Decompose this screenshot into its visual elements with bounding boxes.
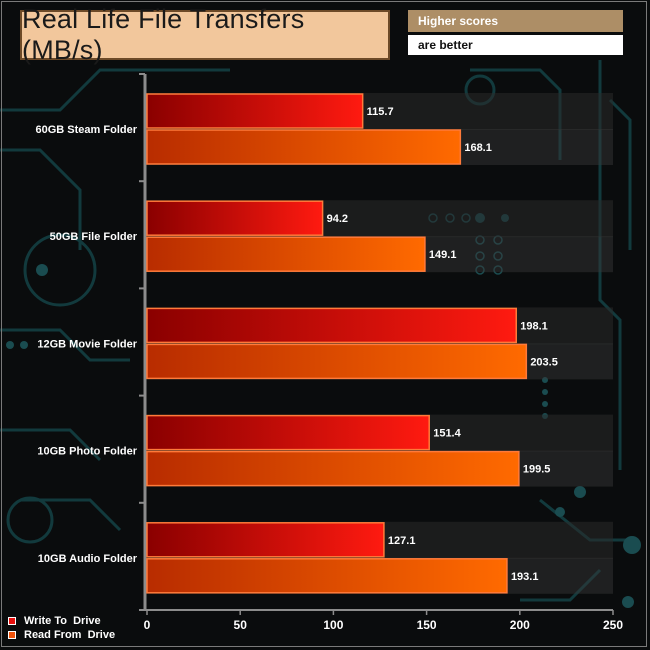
bar-write (146, 522, 385, 558)
circuit-node (542, 401, 548, 407)
circuit-ring (23, 233, 97, 307)
circuit-node (475, 251, 485, 261)
bar-read (146, 129, 462, 165)
circuit-trace (0, 68, 230, 112)
circuit-node (623, 536, 641, 554)
bar-write (146, 307, 518, 344)
bar-value-label: 127.1 (388, 535, 416, 547)
x-tick-label: 50 (234, 618, 248, 632)
bar-value-label: 151.4 (433, 428, 461, 440)
circuit-node (622, 596, 634, 608)
bar-read (146, 343, 528, 380)
circuit-trace (0, 428, 102, 462)
bar-write (146, 414, 430, 451)
bar-value-label: 203.5 (530, 356, 558, 368)
bar-read (146, 558, 508, 594)
x-tick-label: 100 (323, 618, 343, 632)
note-higher-scores-text: Higher scores (418, 14, 499, 28)
bar-write (146, 200, 324, 236)
circuit-trace (608, 98, 632, 250)
bar-value-label: 168.1 (464, 142, 492, 154)
bar-value-label: 94.2 (327, 213, 348, 225)
chart-legend: Write To Drive Read From Drive (8, 614, 115, 642)
circuit-trace (20, 498, 122, 532)
legend-item-read: Read From Drive (8, 628, 115, 642)
circuit-node (20, 341, 28, 349)
circuit-node (555, 507, 565, 517)
bar-write (146, 93, 364, 129)
circuit-node (6, 341, 14, 349)
bar-value-label: 199.5 (523, 464, 551, 476)
circuit-node (493, 265, 503, 275)
circuit-node (36, 264, 48, 276)
legend-swatch-write (8, 617, 16, 625)
chart-title: Real Life File Transfers (MB/s) (20, 4, 390, 65)
note-higher-scores: Higher scores (408, 10, 623, 32)
bar-value-label: 193.1 (511, 571, 539, 583)
note-are-better-text: are better (418, 38, 473, 52)
legend-label-read: Read From Drive (24, 629, 116, 641)
circuit-node (542, 377, 548, 383)
bar-read (146, 450, 520, 487)
legend-item-write: Write To Drive (8, 614, 115, 628)
bar-read (146, 236, 426, 272)
x-tick-label: 200 (510, 618, 530, 632)
category-label: 12GB Movie Folder (37, 338, 137, 350)
chart-title-text: Real Life File Transfers (MB/s) (22, 4, 305, 65)
category-label: 60GB Steam Folder (36, 124, 138, 136)
legend-swatch-read (8, 631, 16, 639)
x-tick-label: 250 (603, 618, 623, 632)
circuit-ring (6, 496, 54, 544)
category-label: 10GB Audio Folder (38, 553, 138, 565)
bar-value-label: 198.1 (520, 320, 548, 332)
x-tick-label: 0 (144, 618, 151, 632)
note-are-better: are better (408, 35, 623, 55)
circuit-trace (520, 568, 602, 602)
circuit-node (493, 251, 503, 261)
x-tick-label: 150 (417, 618, 437, 632)
legend-label-write: Write To Drive (24, 615, 101, 627)
bar-value-label: 149.1 (429, 249, 457, 261)
circuit-node (475, 265, 485, 275)
circuit-trace (0, 328, 130, 362)
circuit-node (574, 486, 586, 498)
circuit-node (542, 389, 548, 395)
category-label: 10GB Photo Folder (37, 446, 137, 458)
bar-value-label: 115.7 (367, 106, 394, 118)
circuit-trace (0, 148, 82, 250)
category-label: 50GB File Folder (50, 231, 138, 243)
